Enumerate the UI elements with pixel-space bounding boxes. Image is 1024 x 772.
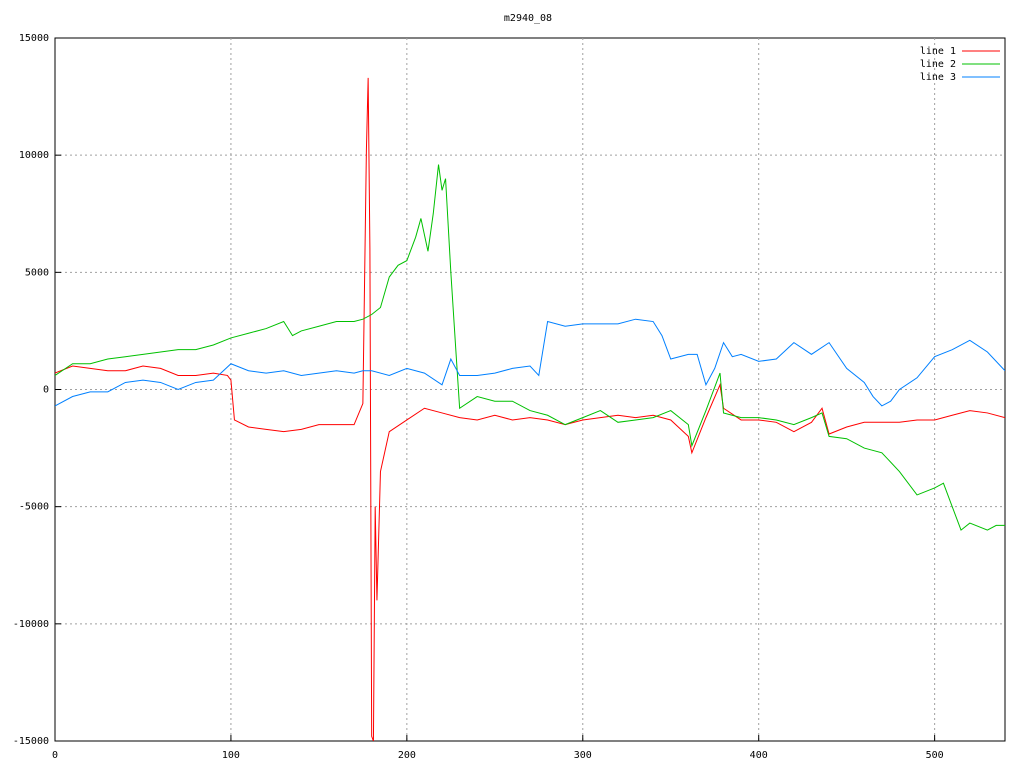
chart-title: m2940_08 [504,13,552,24]
x-tick-label: 400 [750,750,768,761]
y-tick-label: -5000 [19,502,49,513]
x-tick-label: 0 [52,750,58,761]
legend-label: line 1 [920,46,956,57]
y-tick-label: 5000 [25,267,49,278]
y-tick-label: 0 [43,385,49,396]
x-tick-label: 500 [926,750,944,761]
legend-label: line 2 [920,59,956,70]
y-tick-label: -15000 [13,736,49,747]
x-tick-label: 200 [398,750,416,761]
x-tick-label: 100 [222,750,240,761]
legend-label: line 3 [920,72,956,83]
y-tick-label: 15000 [19,33,49,44]
y-tick-label: 10000 [19,150,49,161]
y-tick-label: -10000 [13,619,49,630]
x-tick-label: 300 [574,750,592,761]
line-series [55,318,1005,407]
line-series [55,164,1005,531]
line-series [55,77,1005,741]
